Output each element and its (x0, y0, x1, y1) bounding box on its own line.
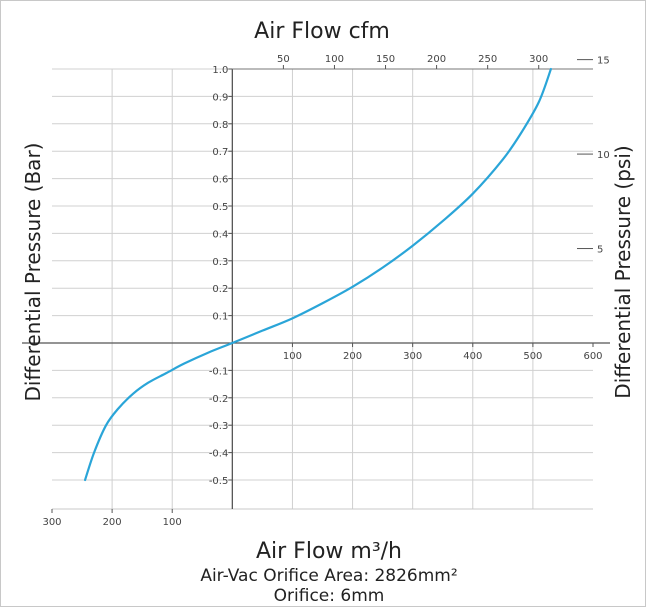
y-tick-label: 0.2 (212, 284, 228, 295)
y-tick-label: 0.1 (212, 312, 228, 323)
cfm-tick-label: 250 (478, 54, 497, 65)
x-tick-label: 200 (103, 517, 122, 528)
tick-labels: 1.0 0.9 0.8 0.7 0.6 0.5 0.4 0.3 0.2 0.1 -0.1 -0.2 -0… (42, 54, 609, 528)
x-tick-label: 100 (283, 351, 302, 362)
y-tick-label: 0.8 (212, 120, 228, 131)
y-tick-label: 0.9 (212, 92, 228, 103)
grid (52, 68, 593, 510)
y-tick-label: 0.7 (212, 147, 228, 158)
x-tick-label: 500 (523, 351, 542, 362)
x-tick-label: 300 (403, 351, 422, 362)
x-tick-label: 300 (42, 517, 61, 528)
x-tick-label: 200 (343, 351, 362, 362)
x-axis-label: Air Flow m³/h (256, 539, 402, 564)
y2-axis-label: Differential Pressure (psi) (611, 145, 635, 398)
y-tick-label: 0.6 (212, 175, 228, 186)
x-tick-label: 600 (583, 351, 602, 362)
axes (22, 68, 610, 509)
x-tick-label: 100 (163, 517, 182, 528)
psi-tick-label: 15 (597, 56, 610, 67)
psi-tick-label: 5 (597, 245, 603, 256)
y-tick-label: 0.3 (212, 257, 228, 268)
chart-title: Air Flow cfm (254, 19, 390, 44)
y-tick-label: 0.5 (212, 202, 228, 213)
y-tick-label: -0.4 (209, 449, 229, 460)
psi-tick-label: 10 (597, 150, 610, 161)
chart-subtitle: Air-Vac Orifice Area: 2826mm² (200, 566, 457, 586)
y-tick-label: -0.3 (209, 421, 229, 432)
x-tick-label: 400 (463, 351, 482, 362)
cfm-tick-label: 200 (427, 54, 446, 65)
y-tick-label: -0.5 (209, 476, 229, 487)
y-tick-label: -0.2 (209, 394, 229, 405)
cfm-tick-label: 100 (325, 54, 344, 65)
cfm-tick-label: 150 (376, 54, 395, 65)
y-tick-label: -0.1 (209, 366, 229, 377)
cfm-tick-label: 50 (277, 54, 290, 65)
series-line (83, 67, 553, 482)
y-tick-label: 0.4 (212, 229, 228, 240)
chart-footnote: Orifice: 6mm (274, 586, 385, 606)
y-axis-label: Differential Pressure (Bar) (21, 143, 45, 402)
y-tick-label: 1.0 (212, 65, 228, 76)
cfm-tick-label: 300 (529, 54, 548, 65)
series-layer (83, 67, 553, 482)
